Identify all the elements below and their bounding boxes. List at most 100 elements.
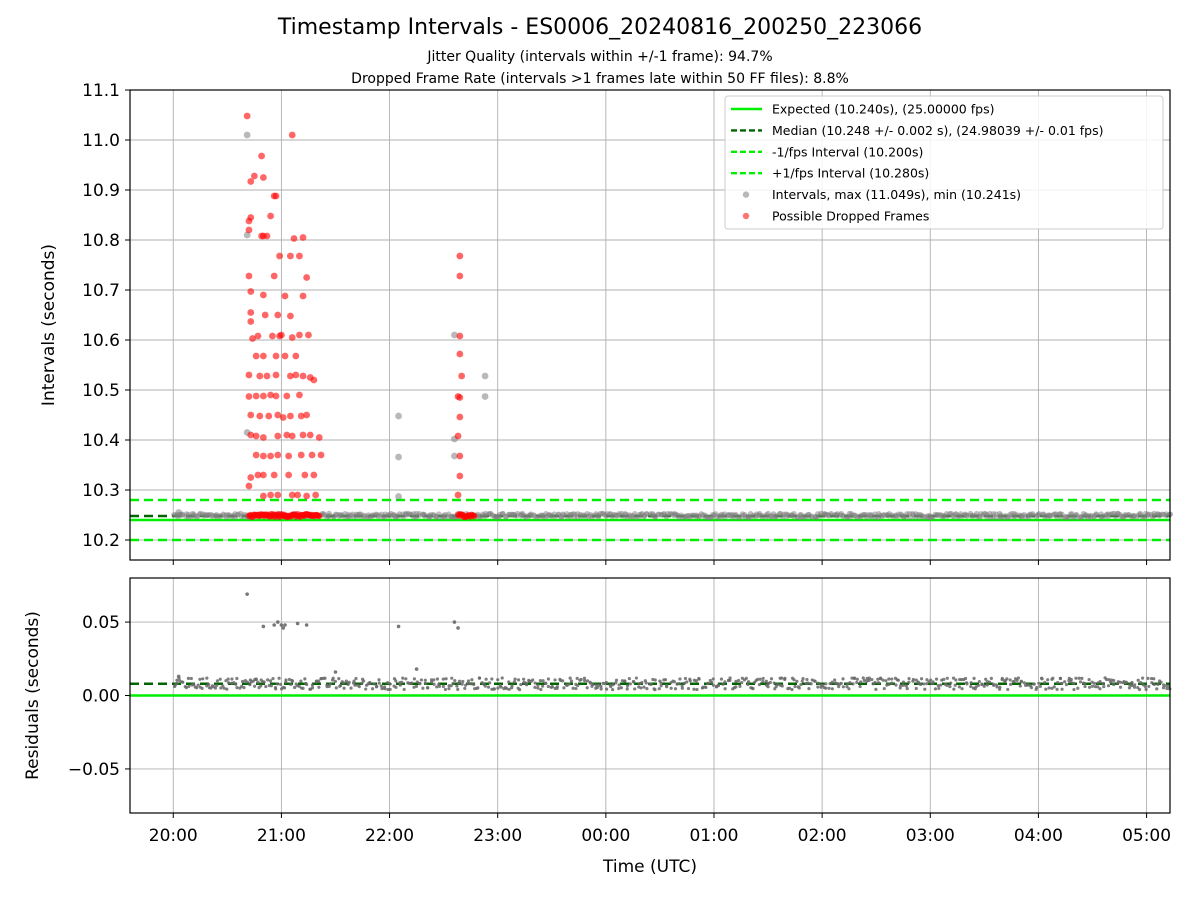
bottom-panel-x-axis: 20:00 21:00 22:00 23:00 00:00 01:00 02:00 03:00… [149, 813, 1171, 846]
bottom-panel-y-label: Residuals (seconds) [23, 611, 43, 780]
residual-band-point-185-1 [706, 681, 710, 686]
residual-band-point-204-0 [761, 680, 765, 684]
residual-band-point-149-1 [601, 681, 605, 685]
dropped-frame-point-97 [310, 471, 318, 479]
residual-point-0 [176, 674, 181, 679]
residual-band-point-175-0 [678, 677, 682, 681]
residual-band-point-24-1 [242, 685, 246, 690]
residual-band-point-259-0 [918, 682, 923, 686]
top-panel-points [175, 112, 489, 516]
residual-band-point-223-0 [816, 681, 820, 685]
residual-band-point-322-1 [1102, 685, 1106, 689]
residual-band-point-195-0 [734, 679, 738, 683]
residual-band-point-325-1 [1109, 680, 1113, 684]
residual-band-point-19-1 [227, 681, 231, 685]
residual-band-point-318-0 [1090, 680, 1094, 684]
residual-band-point-5-0 [187, 684, 191, 688]
dropped-frame-point-59 [278, 331, 285, 339]
residual-band-point-336-0 [1141, 676, 1145, 680]
top-ytick-label-6: 10.8 [82, 231, 120, 251]
residual-band-point-54-1 [327, 684, 331, 688]
residual-band-point-281-0 [982, 684, 986, 688]
top-ytick-label-4: 10.6 [82, 331, 120, 351]
residual-band-point-32-0 [264, 684, 268, 689]
residual-band-point-143-0 [585, 686, 589, 690]
residual-band-point-71-1 [377, 681, 381, 685]
residual-band-point-268-1 [945, 676, 949, 680]
residual-band-point-59-0 [342, 681, 346, 685]
dropped-frame-point-41 [267, 391, 274, 399]
residual-band-point-344-0 [1164, 684, 1168, 688]
interval-band-point-215-1 [790, 513, 797, 520]
residual-point-10 [396, 624, 401, 629]
interval-point-5 [395, 453, 402, 461]
residual-band-point-191-1 [723, 680, 727, 684]
dropped-frame-point-25 [258, 152, 265, 160]
top-ytick-label-5: 10.7 [82, 281, 120, 301]
dropped-band-point-0-78 [316, 512, 323, 520]
residual-band-point-140-1 [575, 676, 579, 680]
residual-band-point-93-0 [441, 677, 445, 681]
residual-band-point-212-1 [783, 676, 787, 680]
residual-band-point-66-0 [364, 687, 368, 691]
residual-band-point-127-1 [538, 678, 542, 683]
top-ytick-label-9: 11.1 [82, 81, 120, 101]
residual-band-point-79-0 [401, 676, 405, 680]
x-tick-label-3: 23:00 [473, 826, 522, 846]
residual-band-point-90-0 [432, 678, 436, 682]
residual-band-point-120-0 [518, 688, 522, 692]
residual-point-6 [281, 626, 286, 630]
residual-band-point-62-1 [351, 681, 356, 685]
residual-band-point-295-1 [1022, 681, 1026, 685]
residual-band-point-34-0 [269, 684, 273, 688]
residual-band-point-300-0 [1038, 684, 1042, 688]
residual-band-point-261-1 [925, 678, 929, 682]
dropped-frame-point-90 [303, 411, 311, 419]
dropped-frame-point-3 [245, 272, 253, 280]
residual-band-point-215-0 [792, 678, 796, 682]
residual-band-point-292-1 [1015, 678, 1019, 683]
residual-band-point-114-1 [500, 676, 504, 680]
residual-band-point-92-1 [437, 684, 442, 688]
residual-band-point-220-0 [806, 681, 810, 685]
residual-band-point-99-1 [457, 679, 462, 683]
residual-band-point-87-0 [423, 678, 427, 682]
dropped-frame-point-84 [299, 234, 307, 241]
residual-band-point-313-1 [1076, 686, 1080, 690]
dropped-frame-point-79 [296, 252, 303, 260]
residual-band-point-226-0 [824, 682, 828, 686]
residual-band-point-140-0 [576, 683, 580, 688]
residual-band-point-204-1 [761, 676, 765, 681]
residual-band-point-40-1 [289, 682, 293, 687]
residual-band-point-167-1 [653, 687, 657, 692]
dropped-frame-point-39 [265, 412, 273, 420]
interval-point-7 [451, 331, 458, 339]
residual-band-point-211-0 [780, 676, 784, 680]
residual-band-point-235-0 [851, 682, 855, 686]
x-tick-label-9: 05:00 [1122, 826, 1171, 846]
top-panel-y-label: Intervals (seconds) [39, 244, 59, 406]
residual-band-point-100-1 [461, 679, 465, 684]
dropped-frame-point-47 [272, 192, 280, 200]
interval-point-11 [481, 393, 489, 400]
residual-band-point-243-0 [873, 680, 877, 685]
residual-band-point-155-0 [619, 686, 624, 690]
residual-band-point-187-1 [711, 677, 715, 681]
residual-band-point-36-0 [277, 676, 281, 680]
top-ytick-label-1: 10.3 [82, 481, 120, 501]
residual-band-point-108-0 [484, 677, 488, 681]
residual-band-point-91-0 [435, 685, 439, 689]
residual-band-point-11-0 [205, 676, 209, 680]
residual-band-point-341-0 [1156, 682, 1160, 687]
residual-band-point-303-1 [1046, 678, 1050, 682]
dropped-frame-point-18 [252, 392, 260, 400]
residual-band-point-35-1 [273, 685, 278, 690]
bottom-panel-y-axis: −0.05 0.00 0.05 [68, 613, 130, 780]
residual-band-point-71-0 [377, 678, 381, 682]
residual-band-point-328-0 [1118, 685, 1123, 689]
residual-band-point-86-0 [419, 678, 423, 682]
residual-band-point-333-0 [1133, 683, 1137, 687]
residual-band-point-180-0 [692, 687, 696, 691]
residual-band-point-26-1 [248, 683, 252, 687]
residual-band-point-302-0 [1044, 687, 1048, 691]
